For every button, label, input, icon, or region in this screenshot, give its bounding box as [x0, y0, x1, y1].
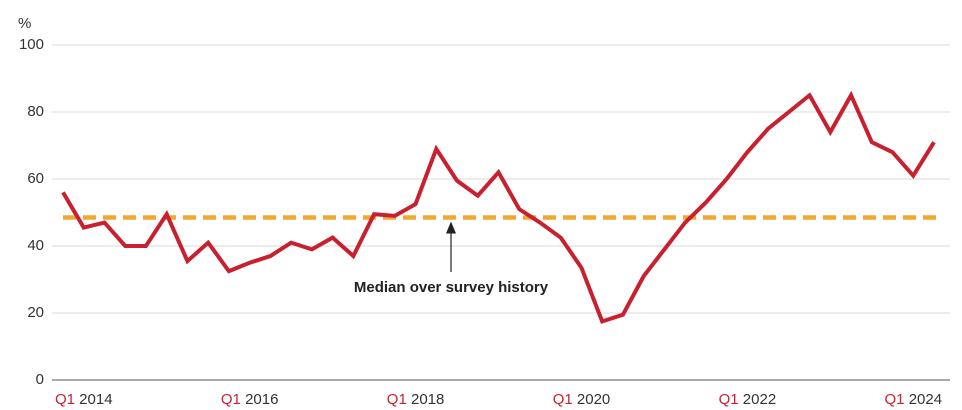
x-tick-quarter: Q1: [387, 391, 407, 408]
x-tick-label: Q1 2024: [885, 391, 943, 408]
x-tick-quarter: Q1: [55, 391, 75, 408]
y-tick-label: 60: [27, 170, 44, 187]
series-line: [61, 90, 936, 324]
x-tick-quarter: Q1: [553, 391, 573, 408]
y-tick-label: 100: [19, 36, 44, 53]
x-tick-year: 2022: [739, 391, 777, 408]
x-tick-label: Q1 2020: [553, 391, 611, 408]
x-tick-year: 2016: [241, 391, 279, 408]
x-tick-year: 2014: [75, 391, 113, 408]
annotation-arrowhead: [446, 221, 456, 234]
x-tick-label: Q1 2016: [221, 391, 279, 408]
y-tick-label: 40: [27, 237, 44, 254]
x-tick-quarter: Q1: [719, 391, 739, 408]
x-tick-quarter: Q1: [221, 391, 241, 408]
x-tick-year: 2018: [407, 391, 445, 408]
y-tick-label: 0: [36, 371, 44, 388]
x-tick-year: 2024: [905, 391, 943, 408]
annotation: Median over survey history: [354, 279, 549, 296]
x-tick-quarter: Q1: [885, 391, 905, 408]
x-tick-label: Q1 2014: [55, 391, 113, 408]
x-tick-label: Q1 2022: [719, 391, 777, 408]
y-tick-label: 80: [27, 103, 44, 120]
x-tick-year: 2020: [573, 391, 611, 408]
y-tick-label: 20: [27, 304, 44, 321]
x-tick-label: Q1 2018: [387, 391, 445, 408]
y-unit: %: [18, 15, 31, 32]
